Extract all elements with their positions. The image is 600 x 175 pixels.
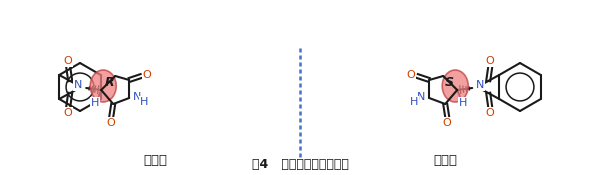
Text: 致畜剂: 致畜剂 [433, 155, 457, 167]
Text: O: O [143, 70, 152, 80]
Text: O: O [107, 118, 116, 128]
Ellipse shape [442, 70, 468, 102]
Text: H: H [410, 97, 418, 107]
Ellipse shape [90, 70, 116, 102]
Text: O: O [486, 56, 494, 66]
Text: H: H [459, 98, 467, 108]
Text: N: N [476, 80, 484, 90]
Text: 图4   沙利度胺的分子结构: 图4 沙利度胺的分子结构 [251, 158, 349, 171]
Text: N: N [74, 80, 82, 90]
Text: S: S [445, 76, 454, 89]
Text: N: N [133, 92, 142, 102]
Text: O: O [64, 56, 73, 66]
Text: H: H [91, 98, 100, 108]
Text: O: O [486, 108, 494, 118]
Text: H: H [140, 97, 148, 107]
Text: O: O [443, 118, 452, 128]
Text: R: R [104, 76, 114, 89]
Text: N: N [417, 92, 425, 102]
Text: 镇定剂: 镇定剂 [143, 155, 167, 167]
Text: O: O [407, 70, 416, 80]
Text: O: O [64, 108, 73, 118]
